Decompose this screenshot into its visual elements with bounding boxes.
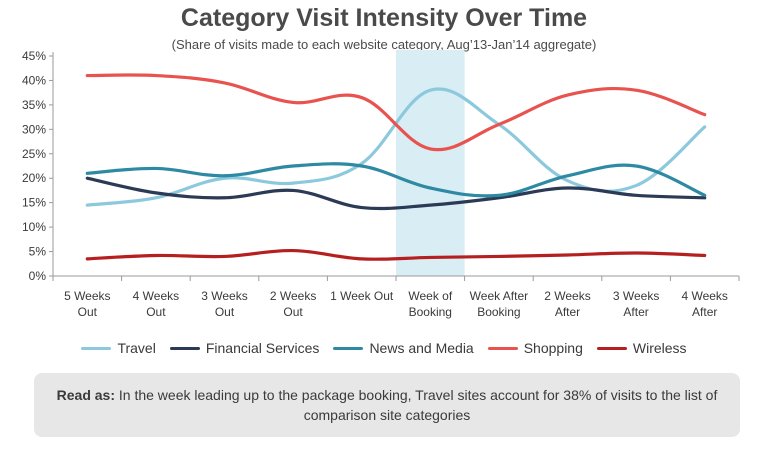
x-tick-label: 5 Weeks Out [64,289,110,319]
legend-swatch [333,346,364,350]
x-tick-label: 2 Weeks After [544,289,590,319]
chart-legend: Travel Financial Services News and Media Sh… [0,340,768,356]
legend-label: News and Media [369,340,474,356]
x-tick-label: 3 Weeks Out [201,289,247,319]
series-line-news-and-media [85,162,707,198]
y-tick-label: 10% [22,220,46,234]
x-tick-label: 4 Weeks Out [133,289,179,319]
x-tick-label: 1 Week Out [330,289,394,303]
y-tick-label: 30% [22,122,46,136]
legend-item-financial-services: Financial Services [169,340,320,356]
legend-swatch [596,346,627,350]
chart-title: Category Visit Intensity Over Time [180,4,588,32]
series-line-wireless [85,248,707,261]
y-tick-label: 45% [22,49,46,63]
legend-label: Shopping [523,340,583,356]
legend-swatch [81,346,112,350]
legend-item-news-and-media: News and Media [333,340,474,356]
legend-swatch [169,346,200,350]
series-line-shopping [85,73,707,152]
series-line-financial-services [85,176,707,211]
x-tick-label: Week After Booking [470,289,528,319]
read-as-note: Read as: In the week leading up to the p… [34,373,740,437]
line-chart: 0% 5% 10% 15% 20% 25% 30% 35% 40% 45% 5 Weeks Out 4 … [22,49,740,319]
y-tick-label: 5% [29,245,47,259]
highlight-band-week-of-booking [396,50,465,276]
x-tick-label: 4 Weeks After [681,289,727,319]
y-tick-label: 15% [22,196,46,210]
legend-item-travel: Travel [81,340,156,356]
y-tick-label: 0% [29,269,47,283]
legend-label: Travel [117,340,156,356]
x-tick-label: 3 Weeks After [613,289,659,319]
legend-item-shopping: Shopping [487,340,583,356]
y-tick-label: 35% [22,98,46,112]
x-tick-label: 2 Weeks Out [270,289,316,319]
chart-subtitle: (Share of visits made to each website ca… [171,37,597,52]
x-tick-label: Week of Booking [408,289,452,319]
y-tick-label: 40% [22,73,46,87]
y-tick-label: 25% [22,147,46,161]
note-text: Read as: In the week leading up to the p… [50,385,724,425]
note-lead: Read as: [56,387,115,403]
legend-label: Wireless [632,340,687,356]
legend-swatch [487,346,518,350]
note-body: In the week leading up to the package bo… [115,387,718,423]
legend-item-wireless: Wireless [596,340,687,356]
legend-label: Financial Services [205,340,320,356]
y-tick-label: 20% [22,171,46,185]
